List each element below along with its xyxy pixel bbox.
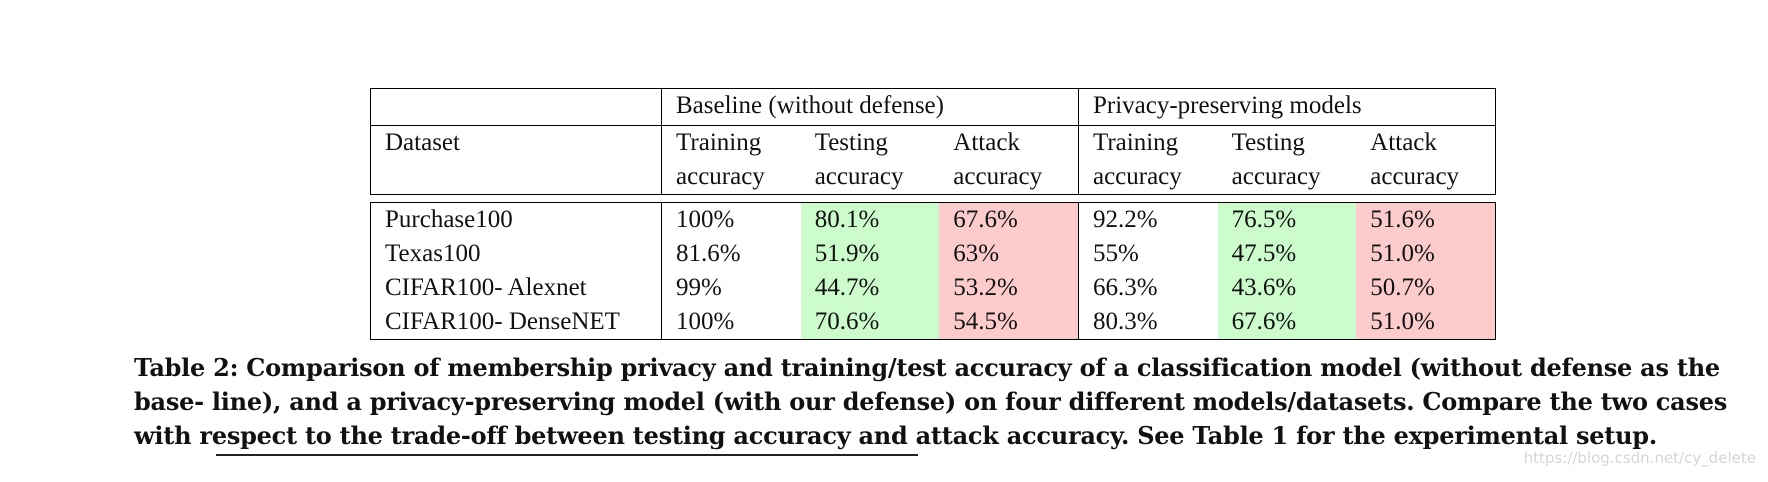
table-row: Texas100 81.6% 51.9% 63% 55% 47.5% 51.0% — [370, 237, 1497, 271]
results-table: Baseline (without defense) Privacy-prese… — [370, 88, 1497, 340]
baseline-attack-cell: 67.6% — [939, 202, 1079, 237]
privacy-training-cell: 80.3% — [1078, 305, 1218, 340]
privacy-testing-cell: 47.5% — [1217, 237, 1357, 271]
empty-corner-cell — [370, 88, 662, 126]
privacy-attack-cell: 51.0% — [1356, 237, 1497, 271]
column-header-row-1: Dataset Training Testing Attack Training… — [370, 125, 1497, 160]
privacy-testing-cell: 67.6% — [1217, 305, 1357, 340]
privacy-attack-cell: 51.6% — [1356, 202, 1497, 237]
header-body-gap — [371, 195, 1496, 203]
baseline-attack-cell: 53.2% — [939, 271, 1079, 305]
group-header-row: Baseline (without defense) Privacy-prese… — [370, 88, 1497, 126]
privacy-training-cell: 66.3% — [1092, 274, 1158, 301]
dataset-cell: CIFAR100- DenseNET — [370, 305, 662, 340]
table-row: CIFAR100- DenseNET 100% 70.6% 54.5% 80.3… — [370, 305, 1497, 340]
dataset-header-blank — [370, 160, 662, 195]
col-subheader: accuracy — [800, 160, 940, 195]
dataset-cell: CIFAR100- Alexnet — [370, 271, 662, 305]
baseline-testing-cell: 51.9% — [800, 237, 940, 271]
privacy-testing-cell: 43.6% — [1217, 271, 1357, 305]
table-row: CIFAR100- Alexnet 99% 44.7% 53.2% 66.3% … — [370, 271, 1497, 305]
group-header-baseline: Baseline (without defense) — [661, 88, 1079, 126]
privacy-training-cell: 92.2% — [1078, 202, 1218, 237]
col-header-privacy-testing: Testing — [1231, 129, 1305, 156]
baseline-training-cell: 99% — [676, 274, 722, 301]
privacy-testing-cell: 76.5% — [1217, 202, 1357, 237]
dataset-cell: Purchase100 — [370, 202, 662, 237]
baseline-training-cell: 100% — [661, 202, 801, 237]
dataset-cell: Texas100 — [370, 237, 662, 271]
col-header-baseline-testing: Testing — [814, 129, 888, 156]
privacy-attack-cell: 50.7% — [1356, 271, 1497, 305]
baseline-attack-cell: 63% — [939, 237, 1079, 271]
col-header-baseline-training: Training — [676, 129, 762, 156]
baseline-training-cell: 81.6% — [676, 240, 741, 267]
col-subheader: accuracy — [939, 160, 1079, 195]
col-header-privacy-attack: Attack — [1356, 125, 1497, 160]
baseline-attack-cell: 54.5% — [939, 305, 1079, 340]
results-table-container: Baseline (without defense) Privacy-prese… — [370, 88, 1497, 340]
col-subheader: accuracy — [661, 160, 801, 195]
baseline-testing-cell: 80.1% — [800, 202, 940, 237]
baseline-testing-cell: 70.6% — [800, 305, 940, 340]
table-row: Purchase100 100% 80.1% 67.6% 92.2% 76.5%… — [370, 202, 1497, 237]
column-header-row-2: accuracy accuracy accuracy accuracy accu… — [370, 160, 1497, 195]
handdrawn-underline — [216, 454, 918, 456]
group-header-privacy: Privacy-preserving models — [1078, 88, 1497, 126]
watermark-url: https://blog.csdn.net/cy_delete — [1523, 449, 1756, 467]
col-header-privacy-training: Training — [1092, 129, 1179, 156]
table-caption: Table 2: Comparison of membership privac… — [134, 351, 1754, 453]
col-subheader: accuracy — [1078, 160, 1218, 195]
privacy-attack-cell: 51.0% — [1356, 305, 1497, 340]
caption-text: Table 2: Comparison of membership privac… — [134, 353, 1728, 450]
col-subheader: accuracy — [1356, 160, 1497, 195]
baseline-testing-cell: 44.7% — [800, 271, 940, 305]
privacy-training-cell: 55% — [1092, 240, 1139, 267]
col-subheader: accuracy — [1217, 160, 1357, 195]
dataset-header: Dataset — [370, 125, 662, 160]
baseline-training-cell: 100% — [661, 305, 801, 340]
col-header-baseline-attack: Attack — [939, 125, 1079, 160]
